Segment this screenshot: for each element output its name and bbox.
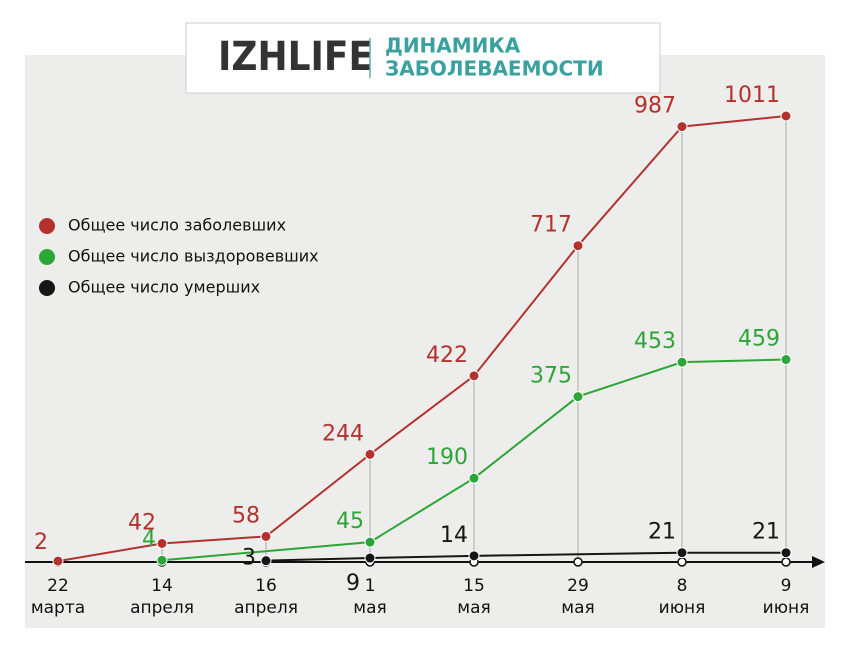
x-tick-label: апреля bbox=[234, 598, 298, 618]
logo: IZHLIFE bbox=[218, 34, 373, 80]
point bbox=[156, 537, 168, 549]
legend-label: Общее число выздоровевших bbox=[68, 247, 319, 266]
value-label: 3 bbox=[242, 546, 256, 571]
axis-arrow bbox=[812, 556, 825, 568]
value-label: 14 bbox=[440, 523, 468, 548]
value-label: 717 bbox=[530, 213, 572, 238]
x-tick-label: 29 bbox=[567, 576, 589, 596]
value-label: 244 bbox=[322, 421, 364, 446]
x-tick-label: мая bbox=[561, 598, 594, 618]
x-tick-label: марта bbox=[31, 598, 85, 618]
legend-marker bbox=[39, 280, 55, 296]
value-label: 422 bbox=[426, 343, 468, 368]
x-tick-label: 1 bbox=[365, 576, 376, 596]
x-tick-label: 8 bbox=[677, 576, 688, 596]
x-tick-label: июня bbox=[659, 598, 706, 618]
point bbox=[572, 240, 584, 252]
point bbox=[468, 370, 480, 382]
value-label: 459 bbox=[738, 327, 780, 352]
series-line bbox=[161, 358, 787, 562]
x-tick-label: 14 bbox=[151, 576, 173, 596]
point bbox=[780, 110, 792, 122]
value-label: 1011 bbox=[724, 83, 780, 108]
x-tick-label: апреля bbox=[130, 598, 194, 618]
value-label: 4 bbox=[142, 527, 156, 552]
point bbox=[364, 448, 376, 460]
x-tick-label: 9 bbox=[781, 576, 792, 596]
value-label: 453 bbox=[634, 329, 676, 354]
point bbox=[676, 356, 688, 368]
subtitle: ДИНАМИКА bbox=[385, 34, 521, 58]
point bbox=[260, 555, 272, 567]
value-label: 45 bbox=[336, 509, 364, 534]
x-tick-label: июня bbox=[763, 598, 810, 618]
point bbox=[468, 472, 480, 484]
point bbox=[156, 554, 168, 566]
point bbox=[780, 547, 792, 559]
x-tick-label: 22 bbox=[47, 576, 69, 596]
point bbox=[260, 530, 272, 542]
panel bbox=[25, 55, 825, 628]
value-label: 21 bbox=[752, 520, 780, 545]
value-label: 987 bbox=[634, 94, 676, 119]
point bbox=[364, 552, 376, 564]
legend-marker bbox=[39, 218, 55, 234]
legend-label: Общее число умерших bbox=[68, 278, 260, 297]
x-tick-label: мая bbox=[353, 598, 386, 618]
x-tick-label: 15 bbox=[463, 576, 485, 596]
value-label: 21 bbox=[648, 520, 676, 545]
point bbox=[572, 391, 584, 403]
value-label: 2 bbox=[34, 530, 48, 555]
point bbox=[676, 547, 688, 559]
x-tick bbox=[677, 557, 687, 567]
point bbox=[676, 121, 688, 133]
subtitle: ЗАБОЛЕВАЕМОСТИ bbox=[385, 57, 604, 81]
value-label: 9 bbox=[346, 571, 360, 596]
title-box bbox=[185, 22, 661, 94]
point bbox=[52, 555, 64, 567]
point bbox=[468, 550, 480, 562]
value-label: 375 bbox=[530, 364, 572, 389]
x-tick bbox=[781, 557, 791, 567]
legend-marker bbox=[39, 249, 55, 265]
value-label: 190 bbox=[426, 445, 468, 470]
x-tick bbox=[573, 557, 583, 567]
legend-label: Общее число заболевших bbox=[68, 216, 286, 235]
point bbox=[364, 536, 376, 548]
point bbox=[780, 354, 792, 366]
value-label: 58 bbox=[232, 503, 260, 528]
value-label: 42 bbox=[128, 510, 156, 535]
series-line bbox=[57, 115, 787, 563]
x-tick-label: мая bbox=[457, 598, 490, 618]
x-tick-label: 16 bbox=[255, 576, 277, 596]
